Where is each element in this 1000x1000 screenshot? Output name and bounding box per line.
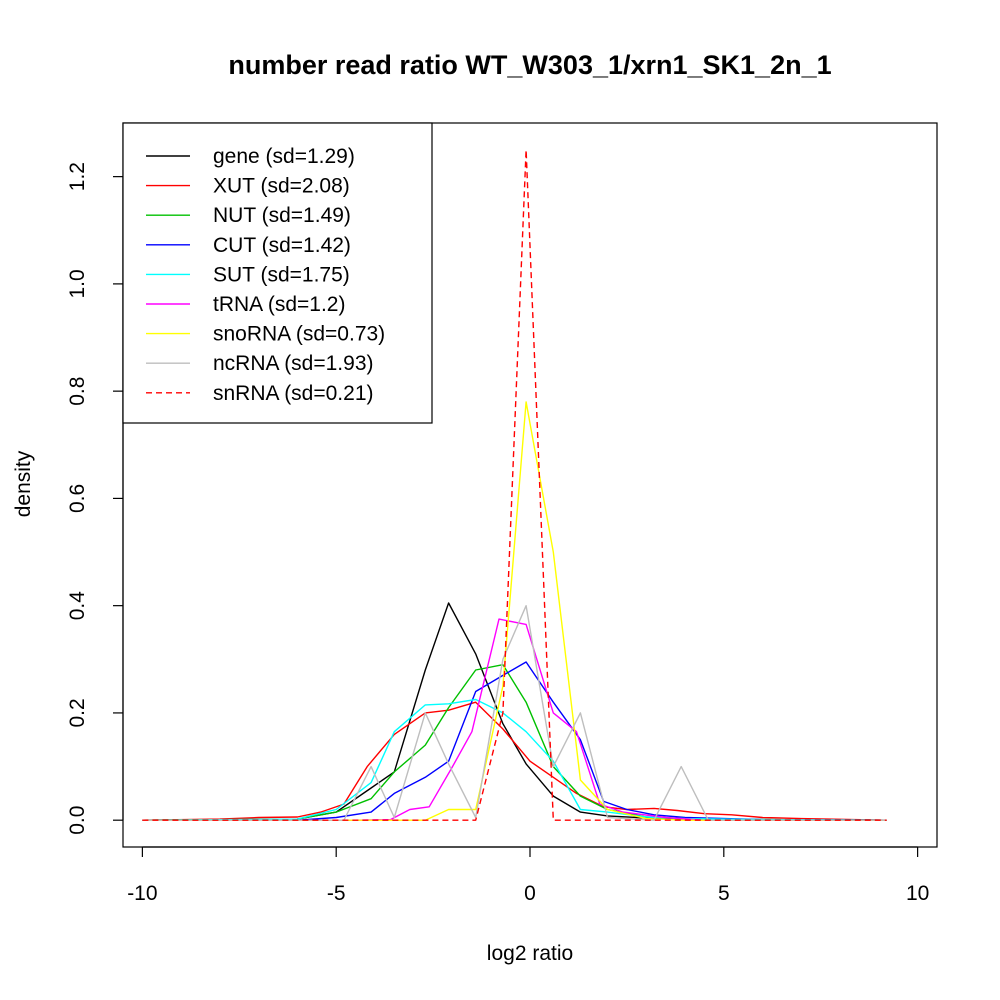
x-tick-label: 5	[718, 882, 730, 905]
y-tick-label: 0.4	[66, 591, 89, 621]
y-tick-label: 0.6	[66, 484, 89, 513]
series-line-8	[142, 149, 887, 821]
x-tick-label: 0	[524, 882, 536, 905]
y-tick-label: 0.8	[66, 377, 89, 406]
x-tick-label: -5	[327, 882, 346, 905]
legend-box	[122, 122, 433, 424]
legend-label-2: NUT (sd=1.49)	[213, 204, 351, 227]
series-line-5	[142, 618, 887, 821]
y-tick-label: 1.0	[66, 269, 89, 298]
legend-label-0: gene (sd=1.29)	[213, 145, 355, 168]
series-line-3	[142, 661, 887, 821]
series-line-1	[142, 701, 887, 821]
y-tick-label: 1.2	[66, 162, 89, 191]
x-axis: -10 -5 0 5 10	[127, 846, 929, 905]
legend-label-1: XUT (sd=2.08)	[213, 175, 350, 198]
x-axis-label: log2 ratio	[487, 942, 573, 965]
y-tick-label: 0.2	[66, 698, 89, 727]
y-axis: 0.0 0.2 0.4 0.6 0.8 1.0 1.2	[66, 162, 124, 835]
legend-label-5: tRNA (sd=1.2)	[213, 293, 345, 316]
y-axis-label: density	[12, 450, 35, 517]
legend-label-6: snoRNA (sd=0.73)	[213, 323, 385, 346]
x-tick-label: 10	[906, 882, 929, 905]
series-line-0	[142, 602, 887, 821]
legend-label-7: ncRNA (sd=1.93)	[213, 352, 374, 375]
series-layer	[142, 149, 887, 821]
legend-label-8: snRNA (sd=0.21)	[213, 382, 374, 405]
x-tick-label: -10	[127, 882, 157, 905]
legend-label-4: SUT (sd=1.75)	[213, 263, 350, 286]
y-tick-label: 0.0	[66, 806, 89, 835]
chart-title: number read ratio WT_W303_1/xrn1_SK1_2n_…	[228, 50, 831, 80]
legend-label-3: CUT (sd=1.42)	[213, 234, 351, 257]
legend: gene (sd=1.29) XUT (sd=2.08) NUT (sd=1.49)…	[122, 122, 433, 424]
series-line-7	[142, 605, 887, 821]
